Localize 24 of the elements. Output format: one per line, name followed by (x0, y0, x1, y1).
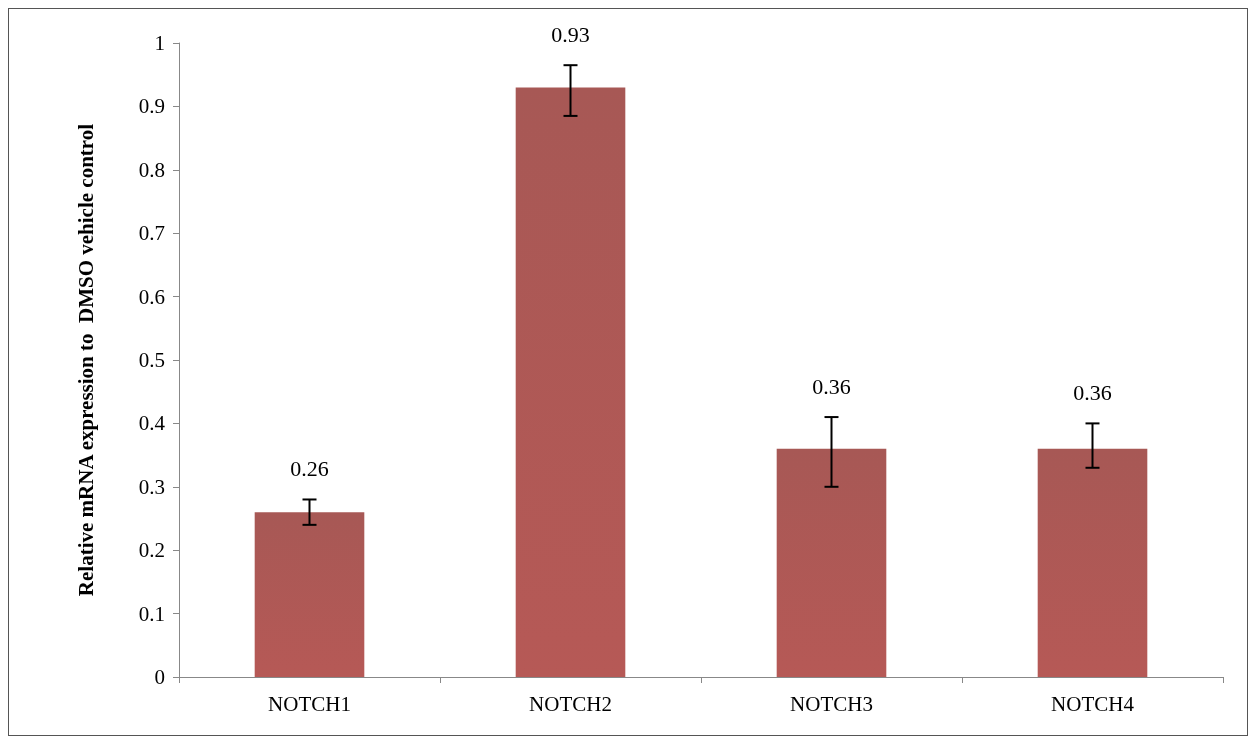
y-tick-label: 0.7 (138, 221, 165, 246)
data-label: 0.36 (1073, 379, 1112, 405)
bar (515, 87, 626, 677)
y-tick-label: 0.3 (138, 474, 165, 499)
y-tick-label: 0.6 (138, 284, 165, 309)
bar (776, 448, 887, 677)
y-tick-label: 0.2 (138, 538, 165, 563)
bar (1037, 448, 1148, 677)
x-tick-label: NOTCH1 (268, 691, 351, 716)
y-axis-title: Relative mRNA expression to DMSO vehicle control (74, 123, 98, 597)
y-tick-label: 0.4 (138, 411, 166, 436)
y-tick-label: 0.5 (138, 348, 165, 372)
y-tick-label: 0.8 (138, 157, 165, 182)
x-tick-label: NOTCH3 (790, 691, 873, 716)
bar (254, 512, 365, 677)
x-tick-label: NOTCH2 (529, 691, 612, 716)
data-label: 0.36 (812, 373, 851, 399)
data-label: 0.26 (290, 455, 329, 481)
y-tick-label: 1 (154, 31, 165, 55)
y-tick-label: 0 (154, 665, 165, 689)
y-tick-label: 0.9 (138, 94, 165, 119)
data-label: 0.93 (551, 21, 590, 47)
x-tick-label: NOTCH4 (1051, 691, 1135, 716)
y-tick-label: 0.1 (138, 601, 165, 626)
